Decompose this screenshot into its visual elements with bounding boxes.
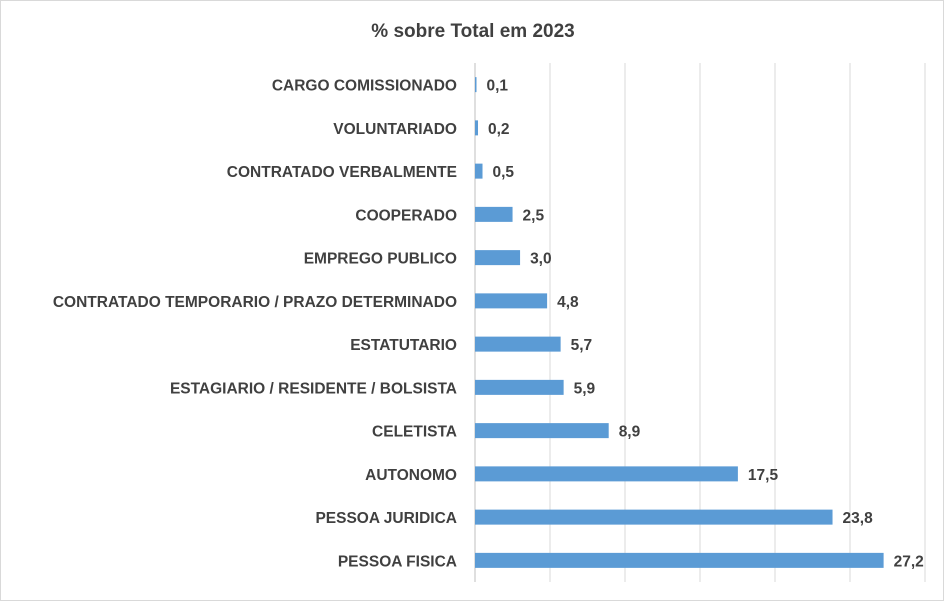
value-label: 0,2 — [488, 121, 510, 138]
category-label: CONTRATADO TEMPORARIO / PRAZO DETERMINAD… — [53, 294, 457, 311]
category-label: CARGO COMISSIONADO — [272, 78, 457, 95]
category-label: VOLUNTARIADO — [333, 121, 457, 138]
category-label: PESSOA FISICA — [338, 553, 457, 570]
category-label: PESSOA JURIDICA — [315, 510, 457, 527]
bar — [475, 552, 884, 568]
value-label: 5,9 — [574, 380, 596, 397]
value-label: 2,5 — [523, 207, 545, 224]
bar — [475, 250, 521, 266]
bar — [475, 336, 561, 352]
value-label: 17,5 — [748, 467, 779, 484]
category-label: CELETISTA — [372, 424, 457, 441]
value-label: 3,0 — [530, 251, 552, 268]
category-label: EMPREGO PUBLICO — [304, 251, 457, 268]
bar — [475, 423, 609, 439]
bar — [475, 120, 479, 136]
bar — [475, 379, 564, 395]
category-label: CONTRATADO VERBALMENTE — [227, 164, 457, 181]
value-label: 4,8 — [557, 294, 579, 311]
value-label: 8,9 — [619, 424, 641, 441]
bar — [475, 466, 738, 482]
category-label: AUTONOMO — [365, 467, 457, 484]
value-label: 27,2 — [894, 553, 924, 570]
category-labels: CARGO COMISSIONADO VOLUNTARIADO CONTRATADO… — [53, 78, 457, 571]
bar — [475, 77, 477, 93]
category-label: COOPERADO — [355, 207, 457, 224]
value-label: 23,8 — [843, 510, 874, 527]
bar — [475, 509, 833, 525]
value-label: 0,5 — [493, 164, 515, 181]
bars — [475, 77, 884, 568]
value-labels: 0,1 0,2 0,5 2,5 3,0 4,8 5,7 5,9 8,9 17,5 23,8 27,2 — [487, 78, 924, 571]
bar — [475, 163, 483, 179]
gridlines — [474, 63, 926, 582]
value-label: 5,7 — [571, 337, 593, 354]
category-label: ESTAGIARIO / RESIDENTE / BOLSISTA — [170, 380, 457, 397]
bar — [475, 293, 548, 309]
category-label: ESTATUTARIO — [350, 337, 457, 354]
value-label: 0,1 — [487, 78, 509, 95]
bar — [475, 206, 513, 222]
chart-title: % sobre Total em 2023 — [371, 21, 574, 42]
